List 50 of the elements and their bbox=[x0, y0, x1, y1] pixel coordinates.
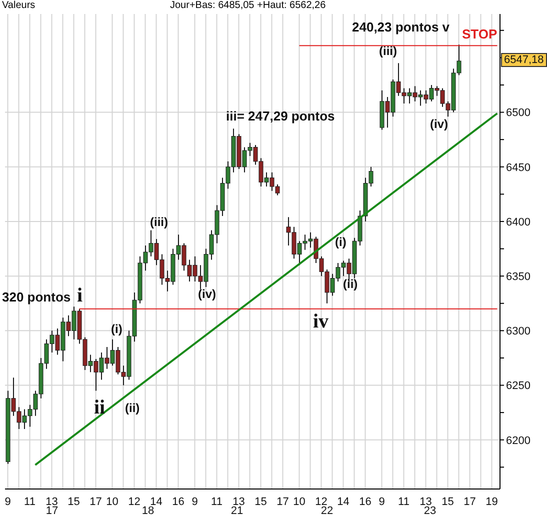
x-tick-label: 11 bbox=[24, 496, 36, 508]
y-tick-label: 6350 bbox=[506, 270, 530, 283]
annotation: (i) bbox=[335, 235, 346, 249]
y-tick-label: 6200 bbox=[506, 434, 530, 447]
annotation: ii bbox=[94, 396, 106, 420]
x-tick-label: 12 bbox=[128, 496, 140, 508]
x-tick-label: 14 bbox=[337, 496, 350, 508]
y-tick-label: 6300 bbox=[506, 326, 530, 338]
y-tick-label: 6400 bbox=[506, 216, 530, 228]
x-tick-label: 15 bbox=[254, 496, 267, 508]
chart-title: Valeurs bbox=[2, 0, 36, 11]
x-tick-label: 14 bbox=[150, 496, 162, 508]
annotation: (i) bbox=[111, 322, 122, 336]
x-tick-label: 10 bbox=[106, 496, 118, 508]
x-tick-label: 10 bbox=[293, 496, 306, 508]
x-tick-label: 16 bbox=[359, 496, 372, 508]
text: 23 bbox=[424, 505, 436, 517]
annotation: (iv) bbox=[430, 117, 448, 131]
x-tick-label: 9 bbox=[378, 496, 385, 508]
x-tick-label: 9 bbox=[4, 496, 11, 508]
x-tick-label: 9 bbox=[192, 496, 198, 508]
annotation: 240,23 pontos v bbox=[352, 20, 450, 34]
x-tick-label: 11 bbox=[211, 496, 222, 508]
x-tick-label: 19 bbox=[486, 496, 498, 508]
text: 6547,18 bbox=[501, 53, 547, 67]
y-tick-label: 6450 bbox=[506, 162, 530, 174]
x-tick-label: 11 bbox=[398, 496, 410, 508]
x-tick-label: 16 bbox=[172, 496, 184, 508]
y-tick-label: 6250 bbox=[506, 380, 530, 392]
annotation: (ii) bbox=[343, 277, 358, 291]
y-tick-label: 6500 bbox=[506, 107, 530, 120]
annotation: (ii) bbox=[125, 401, 140, 415]
chart-subtitle: Jour+Bas: 6485,05 +Haut: 6562,26 bbox=[170, 0, 326, 11]
annotation: (iv) bbox=[198, 287, 216, 301]
text: 18 bbox=[142, 505, 154, 517]
annotation: (iii) bbox=[379, 44, 397, 58]
x-tick-label: 17 bbox=[464, 496, 476, 508]
annotation: i bbox=[77, 284, 83, 308]
x-tick-label: 15 bbox=[442, 496, 454, 508]
text: 21 bbox=[230, 505, 244, 517]
annotation: (iii) bbox=[150, 215, 168, 229]
annotation: iv bbox=[313, 310, 329, 334]
text: 22 bbox=[320, 505, 334, 517]
x-tick-label: 17 bbox=[90, 496, 102, 508]
x-tick-label: 15 bbox=[68, 496, 80, 508]
ref-line-label: 320 pontos bbox=[2, 290, 71, 304]
annotation: iii= 247,29 pontos bbox=[226, 108, 335, 124]
ref-line-label: STOP bbox=[462, 26, 498, 42]
text: 17 bbox=[46, 505, 58, 517]
x-tick-label: 17 bbox=[276, 496, 289, 508]
